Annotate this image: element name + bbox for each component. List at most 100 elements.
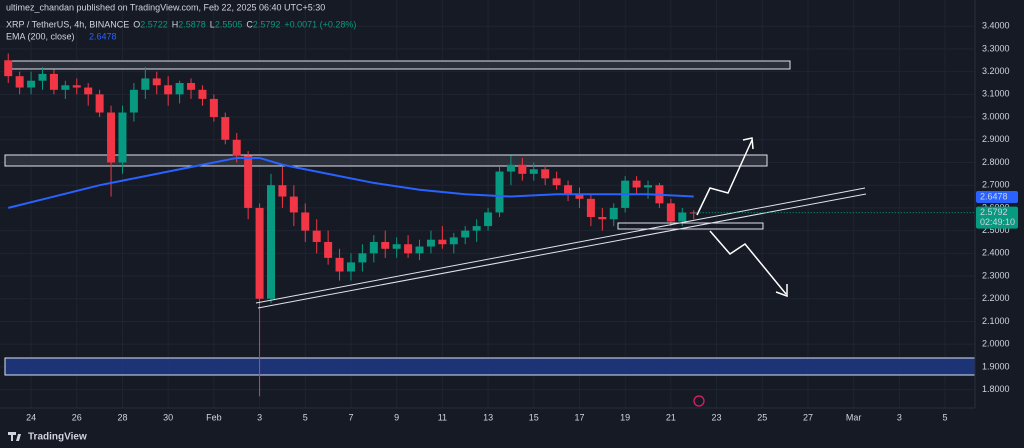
y-tick-label: 2.8000 — [982, 157, 1010, 167]
candle-body — [289, 196, 298, 213]
y-tick-label: 2.2000 — [982, 293, 1010, 303]
price-badge-label: 2.5792 — [980, 207, 1008, 217]
candle-body — [278, 185, 287, 197]
candle-body — [335, 257, 344, 272]
candle-body — [107, 112, 116, 163]
footer-brand: TradingView — [28, 432, 87, 443]
candle-body — [232, 139, 241, 156]
candle-body — [529, 169, 538, 174]
y-tick-label: 3.2000 — [982, 66, 1010, 76]
candle-body — [609, 207, 618, 220]
x-tick-label: Mar — [846, 412, 862, 422]
ema-value: 2.6478 — [89, 31, 117, 41]
y-tick-label: 3.1000 — [982, 89, 1010, 99]
y-tick-label: 3.3000 — [982, 43, 1010, 53]
candle-body — [541, 169, 550, 179]
candle-body — [586, 198, 595, 217]
y-tick-label: 2.5000 — [982, 225, 1010, 235]
x-tick-label: 28 — [117, 412, 127, 422]
candle-body — [118, 112, 127, 163]
ohlc-key: O — [133, 19, 140, 29]
x-tick-label: 27 — [803, 412, 813, 422]
x-tick-label: 7 — [348, 412, 353, 422]
candle-body — [209, 98, 218, 118]
candle-body — [426, 239, 435, 247]
candle-body — [506, 164, 515, 172]
candle-body — [175, 82, 184, 95]
candle-body — [438, 239, 447, 245]
candle-body — [141, 78, 150, 90]
x-tick-label: 30 — [163, 412, 173, 422]
x-tick-label: 25 — [757, 412, 767, 422]
candle-body — [266, 185, 275, 299]
candle-body — [187, 82, 196, 90]
y-tick-label: 2.9000 — [982, 134, 1010, 144]
arrow-up — [696, 139, 753, 216]
x-tick-label: 5 — [303, 412, 308, 422]
candle-body — [244, 155, 253, 208]
ohlc-value: 2.5722 — [140, 19, 168, 29]
candle-body — [84, 87, 93, 95]
candle-body — [72, 85, 81, 88]
x-tick-label: 23 — [712, 412, 722, 422]
countdown: 02:49:10 — [980, 217, 1015, 227]
change: +0.0071 (+0.28%) — [284, 19, 356, 29]
x-tick-label: 11 — [438, 412, 447, 422]
x-tick-label: Feb — [206, 412, 222, 422]
ema-badge — [976, 191, 1018, 204]
x-tick-label: 13 — [483, 412, 493, 422]
event-icon — [693, 395, 705, 407]
logo — [8, 432, 21, 441]
x-tick-label: 24 — [26, 412, 36, 422]
x-tick-label: 19 — [620, 412, 630, 422]
ema-name: EMA (200, close) — [6, 31, 75, 41]
candle-body — [4, 60, 13, 77]
candle-body — [164, 85, 173, 95]
candle-body — [358, 253, 367, 263]
candle-body — [461, 230, 470, 238]
ohlc-value: 2.5878 — [178, 19, 206, 29]
x-tick-label: 26 — [72, 412, 82, 422]
candle-body — [472, 226, 481, 231]
candle-body — [324, 241, 333, 258]
x-tick-label: 17 — [574, 412, 584, 422]
candle-body — [381, 241, 390, 249]
candle-body — [392, 244, 401, 249]
x-tick-label: 3 — [897, 412, 902, 422]
ohlc-key: L — [210, 19, 215, 29]
arrow-head — [775, 284, 788, 298]
candle-body — [666, 203, 675, 222]
candle-body — [369, 241, 378, 254]
grid — [0, 0, 975, 408]
symbol: XRP / TetherUS, 4h, BINANCE — [6, 19, 129, 29]
y-tick-label: 2.7000 — [982, 180, 1010, 190]
y-tick-label: 2.3000 — [982, 270, 1010, 280]
candle-body — [484, 212, 493, 227]
candle-body — [255, 207, 264, 299]
candle-body — [564, 185, 573, 195]
candle-body — [404, 244, 413, 254]
ohlc-value: 2.5792 — [253, 19, 281, 29]
x-tick-label: 9 — [394, 412, 399, 422]
candle-body — [27, 80, 36, 88]
y-tick-label: 2.4000 — [982, 248, 1010, 258]
candle-body — [495, 171, 504, 213]
candle-body — [301, 212, 310, 231]
candle-body — [61, 85, 70, 90]
mid-zone — [4, 154, 768, 167]
arrow-head — [742, 137, 754, 150]
candle-body — [312, 230, 321, 242]
small-zone — [617, 222, 764, 230]
candle-body — [152, 78, 161, 86]
candle-body — [552, 178, 561, 186]
candle-body — [644, 185, 653, 188]
y-tick-label: 2.0000 — [982, 339, 1010, 349]
publisher: ultimez_chandan published on TradingView… — [6, 2, 325, 12]
candle-body — [38, 73, 47, 81]
price-badge — [976, 206, 1018, 229]
y-tick-label: 1.9000 — [982, 361, 1010, 371]
candle-body — [221, 117, 230, 140]
candle-body — [49, 73, 58, 90]
x-tick-label: 15 — [529, 412, 539, 422]
